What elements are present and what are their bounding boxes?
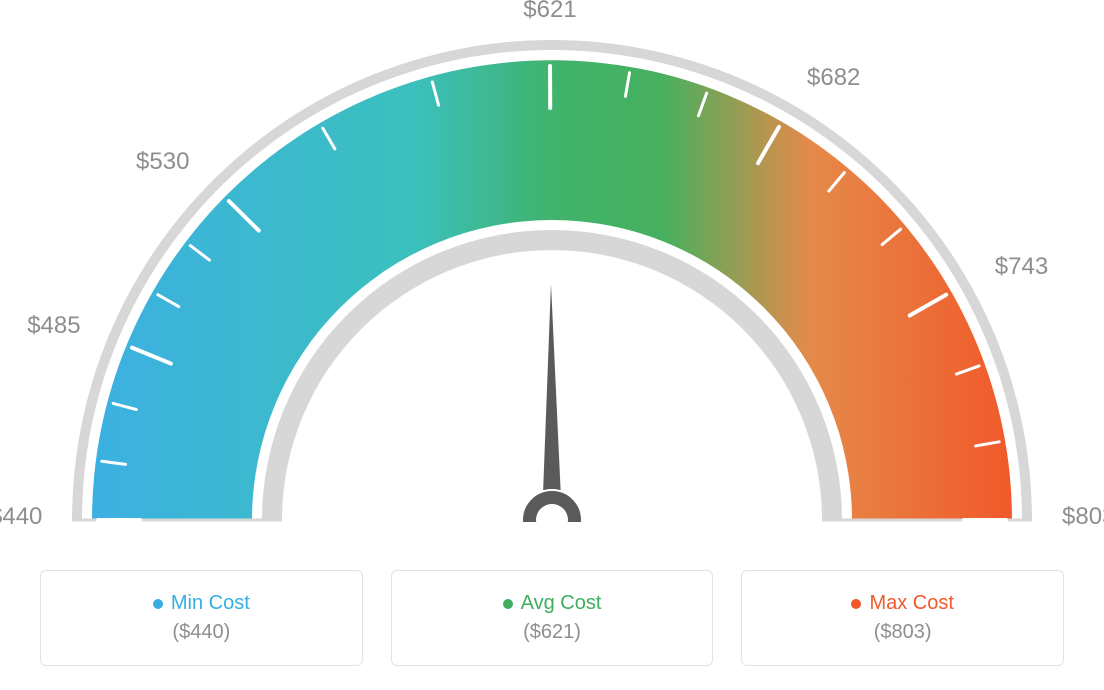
tick-label-text: 803 xyxy=(1075,503,1104,530)
legend-box: Min Cost ($440) xyxy=(40,570,363,666)
gauge-area: $440 $485 $530 $621 $682 $743 $803 xyxy=(0,0,1104,560)
legend-value: ($803) xyxy=(874,621,932,644)
legend-label: Min Cost xyxy=(171,592,250,615)
legend-title: Max Cost xyxy=(851,592,953,615)
tick-label-text: 621 xyxy=(537,0,577,23)
tick-label-text: 530 xyxy=(149,148,189,175)
tick-label: $682 xyxy=(807,64,860,92)
legend-box: Avg Cost ($621) xyxy=(391,570,714,666)
tick-label: $743 xyxy=(995,253,1048,281)
legend-dot-icon xyxy=(153,599,163,609)
legend-dot-icon xyxy=(503,599,513,609)
legend-row: Min Cost ($440) Avg Cost ($621) Max Cost ($80… xyxy=(40,570,1064,666)
legend-label: Avg Cost xyxy=(521,592,602,615)
tick-label: $485 xyxy=(27,312,80,340)
legend-title: Avg Cost xyxy=(503,592,602,615)
legend-title: Min Cost xyxy=(153,592,250,615)
tick-label: $530 xyxy=(136,148,189,176)
tick-label: $803 xyxy=(1062,503,1104,531)
legend-value: ($621) xyxy=(523,621,581,644)
tick-label-text: 682 xyxy=(820,64,860,91)
tick-label-text: 440 xyxy=(2,503,42,530)
legend-box: Max Cost ($803) xyxy=(741,570,1064,666)
cost-gauge-chart: $440 $485 $530 $621 $682 $743 $803 Min Cost ($4… xyxy=(0,0,1104,690)
gauge-svg xyxy=(0,0,1104,560)
legend-dot-icon xyxy=(851,599,861,609)
tick-label-text: 485 xyxy=(41,312,81,339)
legend-value: ($440) xyxy=(172,621,230,644)
tick-label: $440 xyxy=(0,503,42,531)
tick-label: $621 xyxy=(523,0,576,24)
tick-label-text: 743 xyxy=(1008,253,1048,280)
legend-label: Max Cost xyxy=(869,592,953,615)
